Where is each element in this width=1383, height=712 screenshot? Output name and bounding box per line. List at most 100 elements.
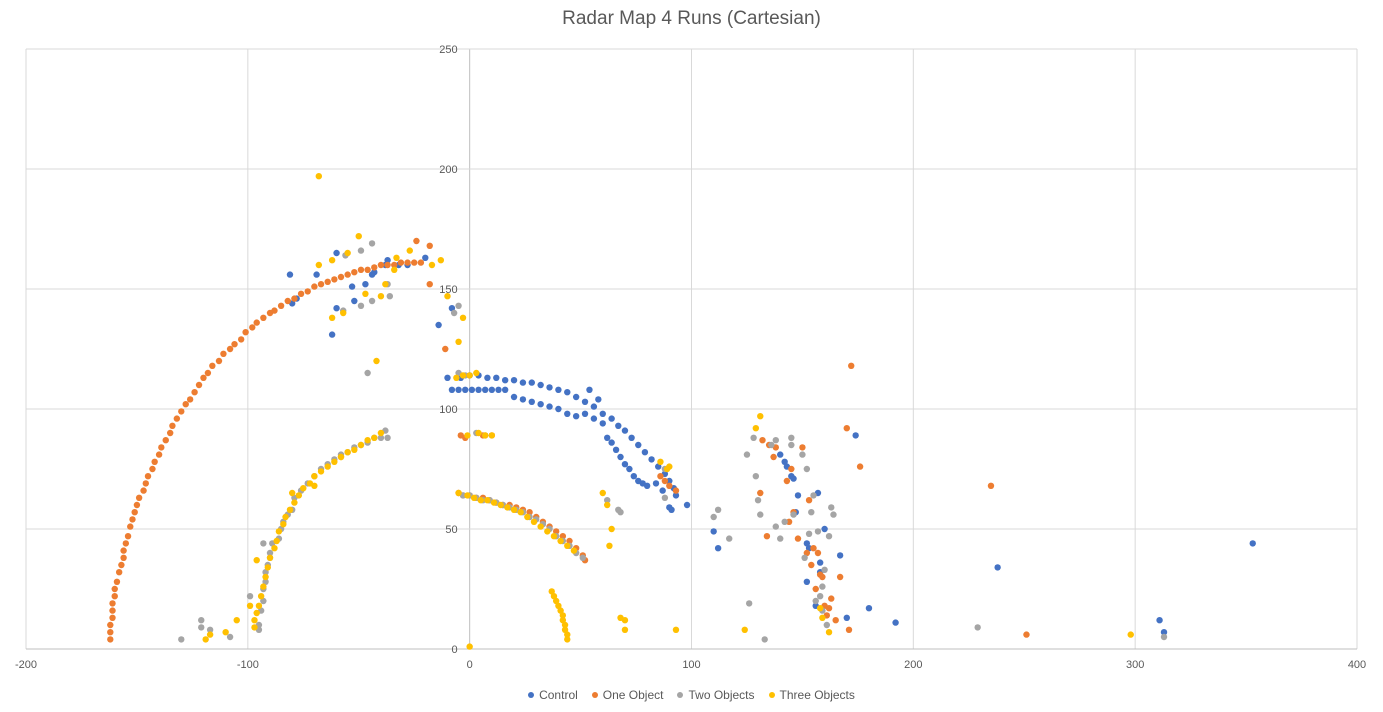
grid-lines	[25, 48, 1358, 650]
x-tick-label: -100	[237, 659, 259, 671]
data-point	[488, 432, 496, 439]
data-point	[537, 381, 544, 389]
data-point	[262, 573, 269, 581]
x-axis-tick-labels: -200 -100 0 100 200 300 400	[15, 659, 1366, 671]
data-point	[413, 237, 420, 245]
data-point	[641, 449, 649, 456]
data-point	[473, 369, 480, 377]
data-point	[683, 501, 691, 509]
data-point	[655, 463, 662, 470]
data-point	[510, 393, 518, 401]
y-tick-label: 150	[439, 284, 457, 296]
data-point	[282, 513, 289, 521]
data-point	[377, 429, 385, 437]
data-point	[362, 281, 369, 288]
data-point	[794, 492, 802, 499]
data-point	[550, 593, 558, 600]
data-point	[805, 530, 813, 537]
data-point	[362, 290, 369, 297]
data-point	[344, 249, 351, 257]
data-point	[437, 257, 445, 264]
data-point	[630, 473, 638, 480]
data-point	[581, 410, 589, 417]
y-tick-label: 250	[439, 44, 457, 56]
data-point	[559, 612, 567, 619]
data-point	[668, 506, 675, 513]
data-point	[510, 377, 518, 384]
data-point	[120, 554, 127, 561]
data-point	[606, 542, 613, 549]
data-point	[158, 444, 165, 451]
x-tick-label: -200	[15, 659, 37, 671]
data-point	[659, 487, 666, 494]
data-point	[111, 593, 118, 600]
data-point	[604, 497, 611, 504]
data-point	[994, 564, 1001, 571]
data-point	[752, 473, 760, 480]
data-point	[790, 511, 797, 518]
data-point	[768, 441, 775, 449]
legend-label: Three Objects	[779, 688, 855, 702]
data-point	[315, 173, 323, 180]
data-point	[825, 605, 833, 612]
chart-title: Radar Map 4 Runs (Cartesian)	[562, 8, 821, 29]
data-point	[892, 619, 899, 626]
data-point	[590, 403, 598, 410]
data-point	[144, 473, 152, 480]
data-point	[604, 501, 611, 509]
data-point	[448, 386, 456, 393]
data-point	[557, 537, 564, 545]
data-point	[107, 629, 114, 636]
data-point	[277, 302, 285, 309]
data-point	[253, 319, 260, 326]
data-point	[566, 537, 573, 545]
data-point	[803, 540, 811, 547]
data-point	[564, 389, 571, 396]
data-point	[528, 379, 535, 386]
data-point	[455, 489, 462, 497]
data-point	[142, 480, 149, 487]
data-point	[803, 578, 811, 585]
data-point	[351, 269, 358, 276]
data-point	[785, 518, 793, 525]
data-point	[391, 261, 398, 269]
data-point	[109, 607, 116, 614]
data-point	[750, 434, 757, 441]
data-point	[275, 528, 283, 535]
data-point	[803, 465, 811, 473]
data-point	[300, 485, 307, 492]
data-point	[519, 379, 527, 386]
y-tick-label: 200	[439, 164, 457, 176]
data-point	[1249, 540, 1256, 547]
data-point	[337, 453, 345, 461]
data-point	[198, 617, 205, 624]
data-point	[672, 626, 680, 633]
data-point	[635, 441, 642, 449]
data-point	[317, 281, 325, 288]
data-point	[821, 525, 828, 533]
data-point	[455, 302, 462, 309]
data-point	[364, 369, 371, 377]
data-point	[249, 324, 256, 331]
data-point	[357, 266, 365, 273]
data-point	[368, 240, 376, 247]
data-point	[615, 422, 622, 429]
y-tick-label: 100	[439, 404, 457, 416]
data-point	[333, 249, 340, 257]
data-point	[448, 305, 456, 312]
data-point	[284, 297, 291, 305]
data-point	[763, 533, 771, 540]
data-point	[621, 427, 629, 434]
data-point	[291, 295, 298, 302]
data-point	[348, 283, 356, 290]
data-point	[131, 509, 138, 516]
data-point	[816, 605, 824, 612]
data-point	[745, 600, 753, 607]
data-point	[484, 497, 491, 504]
data-point	[442, 345, 449, 353]
data-point	[819, 614, 826, 621]
data-point	[450, 309, 458, 317]
data-point	[604, 434, 611, 441]
data-point	[391, 266, 398, 273]
data-point	[821, 566, 828, 573]
